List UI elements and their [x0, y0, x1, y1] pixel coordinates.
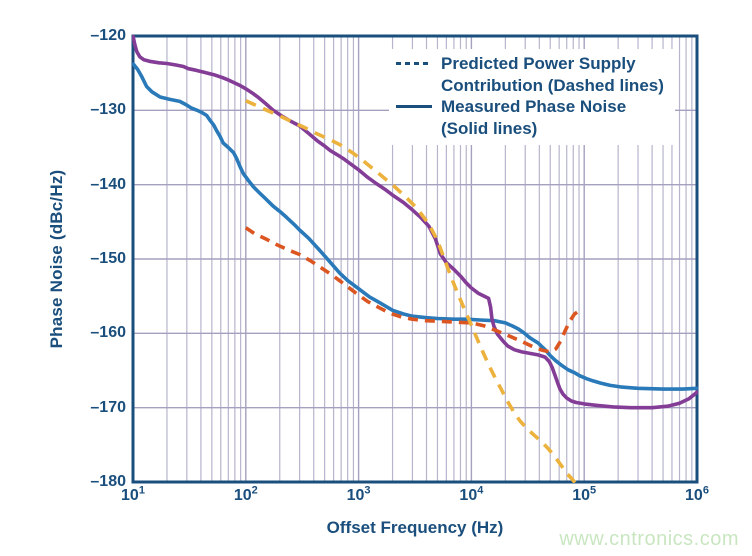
x-tick-label: 104 [459, 484, 484, 504]
series-predicted-line [244, 226, 584, 354]
y-tick-label: –150 [90, 250, 126, 267]
legend-label-line: Predicted Power Supply [441, 54, 636, 73]
series-predicted-line [245, 99, 578, 483]
watermark-text: www.cntronics.com [559, 528, 739, 550]
x-axis-title: Offset Frequency (Hz) [326, 518, 504, 537]
y-tick-label: –120 [90, 27, 126, 44]
x-tick-label: 103 [346, 484, 371, 504]
solid-line-marker-icon [396, 105, 432, 108]
y-tick-label: –130 [90, 101, 126, 119]
y-tick-label: –140 [90, 175, 126, 193]
legend-label-predicted: Predicted Power Supply Contribution (Das… [441, 53, 664, 96]
y-tick-label: –170 [90, 398, 126, 416]
legend-label-measured: Measured Phase Noise (Solid lines) [441, 96, 626, 139]
plot-curves [132, 35, 698, 483]
dashed-line-marker-icon [396, 62, 432, 65]
x-tick-label: 102 [233, 484, 258, 504]
x-tick-label: 101 [121, 484, 145, 504]
legend-label-line: Measured Phase Noise [441, 97, 627, 116]
x-tick-label: 105 [572, 484, 597, 504]
legend-label-line: Contribution (Dashed lines) [441, 75, 664, 95]
series-measured-line [132, 35, 698, 410]
legend-item-measured: Measured Phase Noise (Solid lines) [396, 96, 675, 139]
x-tick-label: 106 [685, 484, 709, 504]
series-measured-line [132, 62, 698, 391]
y-tick-label: –180 [90, 473, 126, 490]
y-tick-label: –160 [90, 324, 126, 342]
plot-border [131, 34, 699, 484]
legend-label-line: (Solid lines) [441, 118, 538, 138]
chart-legend: Predicted Power Supply Contribution (Das… [389, 49, 675, 145]
legend-item-predicted: Predicted Power Supply Contribution (Das… [396, 53, 675, 96]
